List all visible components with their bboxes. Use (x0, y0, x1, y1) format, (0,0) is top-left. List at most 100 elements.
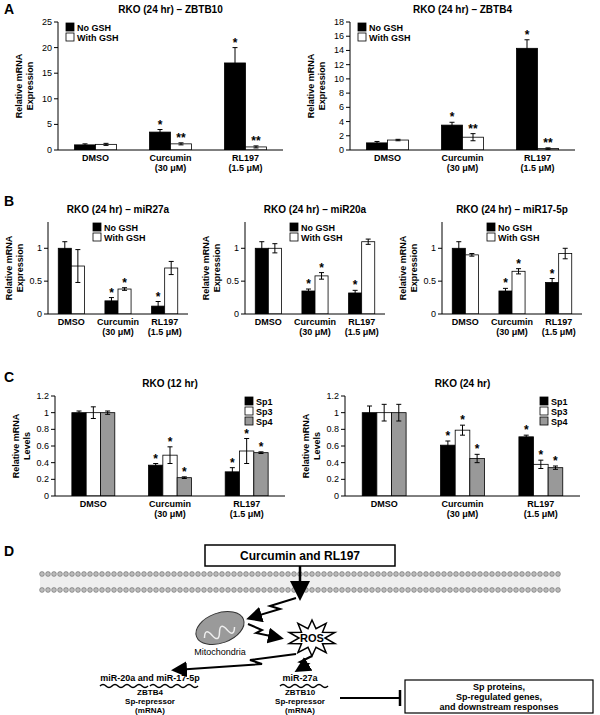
x-tick-label: (1.5 μM) (345, 327, 379, 337)
error-stem (368, 239, 369, 244)
y-tick-label: 0 (37, 309, 42, 319)
error-cap (445, 449, 450, 450)
legend-swatch (290, 233, 298, 241)
lipid-head (460, 572, 465, 577)
marks (72, 407, 268, 496)
error-bar (272, 244, 277, 253)
lipid-head (520, 572, 525, 577)
bar (519, 437, 534, 496)
legend-swatch (93, 223, 101, 231)
marks (452, 242, 571, 314)
significance: * (550, 267, 555, 281)
bar (442, 125, 463, 150)
panel-label: A (4, 1, 14, 17)
bar (362, 242, 375, 314)
lipid-head (436, 572, 441, 577)
x-axis (442, 314, 582, 315)
lipid-head (532, 572, 537, 577)
bar (470, 459, 485, 497)
error-bar (367, 406, 372, 419)
error-bar (525, 40, 530, 57)
x-tick-label: RL197 (527, 499, 554, 509)
bar (452, 248, 465, 314)
legend-swatch (487, 223, 495, 231)
x-tick-label: Curcumin (441, 499, 483, 509)
x-tick-label: DMSO (374, 153, 401, 163)
lipid-head (370, 588, 375, 593)
error-cap (83, 143, 88, 144)
x-tick-label: (30 μM) (496, 327, 528, 337)
error-stem (369, 406, 370, 419)
significance: * (230, 456, 235, 470)
error-cap (91, 406, 96, 407)
lipid-head (406, 572, 411, 577)
error-cap (259, 254, 264, 255)
error-cap (396, 404, 401, 405)
y-axis (245, 222, 246, 314)
y-tick-label: 2 (339, 131, 344, 141)
chart-title: RKO (24 hr) – miR27a (67, 204, 170, 215)
error-stem (274, 244, 275, 253)
y-tick (241, 281, 245, 282)
significance: * (450, 110, 455, 124)
lipid-head (118, 572, 123, 577)
y-axis (350, 22, 351, 150)
significance: ** (468, 122, 478, 136)
x-axis (48, 314, 188, 315)
lipid-head (256, 572, 261, 577)
lipid-head (376, 572, 381, 577)
lipid-head (526, 588, 531, 593)
bar (58, 248, 71, 314)
y-tick-label: 4 (339, 117, 344, 127)
x-tick-label: RL197 (524, 153, 551, 163)
y-tick (346, 150, 350, 151)
lipid-head (322, 588, 327, 593)
lipid-head (508, 588, 513, 593)
lipid-head (136, 572, 141, 577)
lipid-head (292, 588, 297, 593)
y-tick-label: 0.8 (36, 424, 49, 434)
lipid-head (280, 588, 285, 593)
lipid-head (544, 588, 549, 593)
lipid-head (388, 588, 393, 593)
y-axis (48, 222, 49, 314)
bar (96, 144, 117, 150)
lipid-head (136, 588, 141, 593)
lipid-head (448, 588, 453, 593)
organelle-label: Mitochondria (194, 647, 246, 657)
significance: * (319, 261, 324, 275)
error-cap (104, 143, 109, 144)
lipid-head (556, 588, 561, 593)
y-axis-label: Expression (409, 244, 419, 293)
error-cap (75, 249, 80, 250)
y-tick (54, 124, 58, 125)
lipid-head (88, 588, 93, 593)
y-tick (51, 412, 55, 413)
error-cap (396, 139, 401, 140)
y-tick-label: 0 (234, 309, 239, 319)
lipid-head (208, 572, 213, 577)
legend-label: No GSH (498, 223, 532, 233)
lipid-head (196, 588, 201, 593)
y-tick (341, 412, 345, 413)
y-axis-label: Expression (212, 244, 222, 293)
arrow (299, 566, 302, 596)
lipid-head (412, 572, 417, 577)
x-tick-label: (1.5 μM) (520, 163, 554, 173)
y-tick-label: 15 (42, 68, 52, 78)
bar (548, 468, 563, 496)
y-axis-label: Relative mRNA (11, 413, 21, 478)
lipid-head (220, 572, 225, 577)
x-tick-label: DMSO (58, 317, 85, 327)
y-tick-label: 1 (44, 408, 49, 418)
bar (534, 464, 549, 496)
lipid-head (412, 588, 417, 593)
drug-box (205, 545, 395, 566)
bar (517, 48, 538, 150)
lipid-head (388, 572, 393, 577)
lipid-head (490, 588, 495, 593)
error-stem (170, 447, 171, 464)
lipid-head (376, 588, 381, 593)
y-tick (51, 396, 55, 397)
lipid-head (76, 588, 81, 593)
